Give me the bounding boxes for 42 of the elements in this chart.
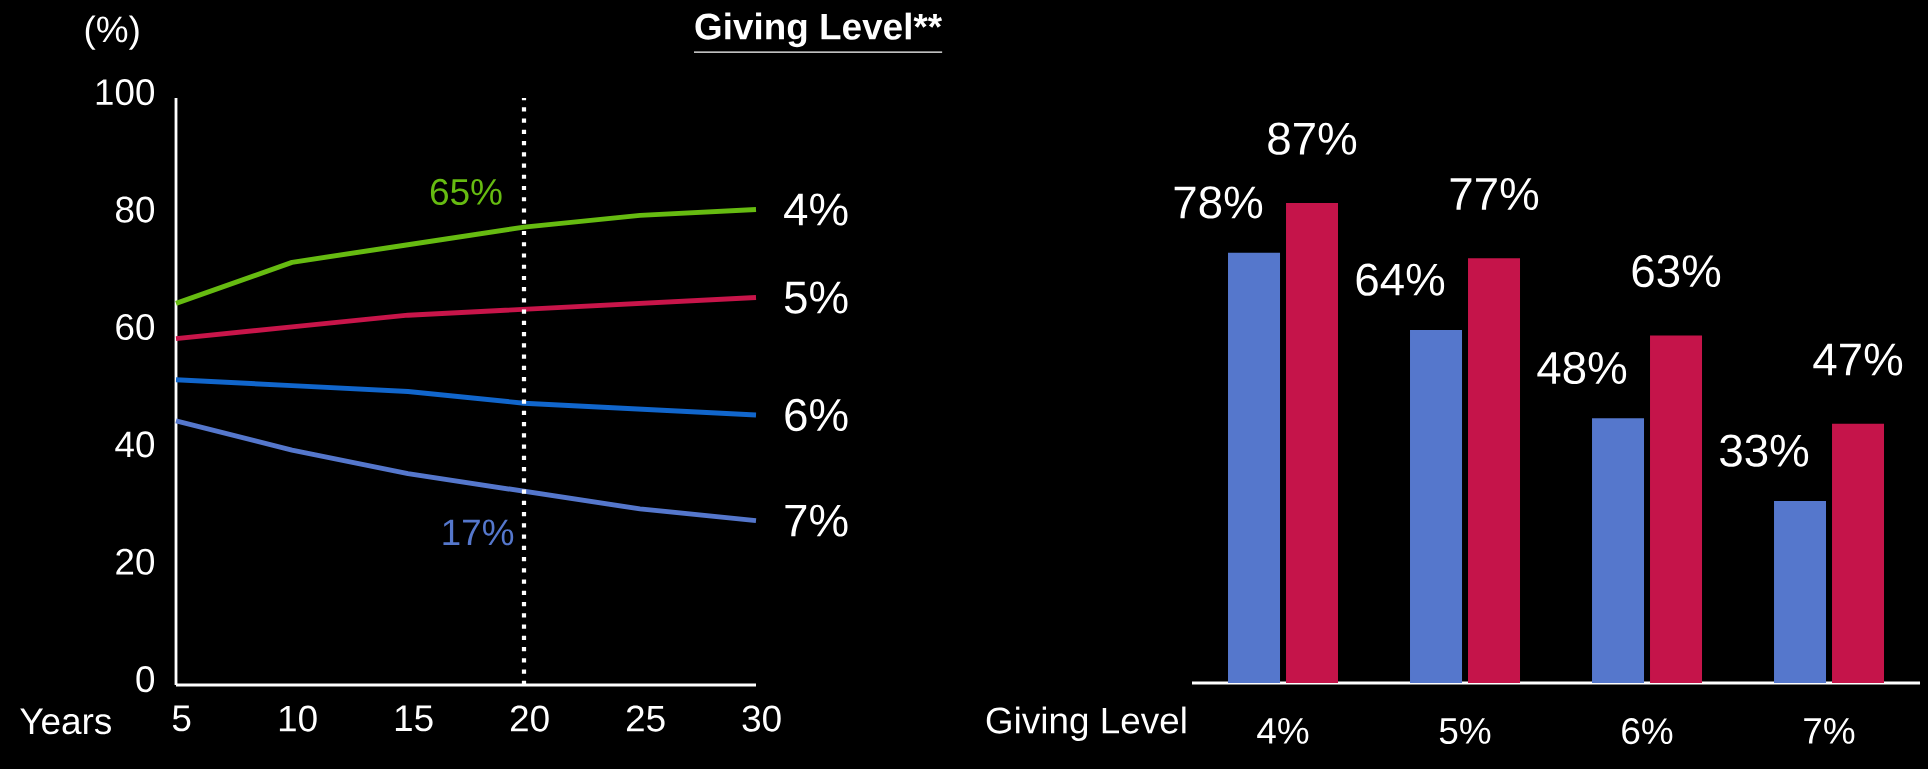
x-tick-label: 15: [395, 705, 433, 732]
x-tick-label: 25: [626, 705, 665, 732]
y-tick-label: 100: [96, 79, 155, 106]
x-axis-title: Giving Level: [986, 706, 1186, 741]
y-tick-label: 0: [136, 666, 155, 693]
data-label: 77%: [1450, 178, 1539, 211]
y-axis-title: (%): [85, 15, 139, 50]
bar: [1592, 418, 1645, 683]
bar: [1650, 335, 1703, 683]
x-tick-label: 30: [742, 705, 781, 732]
data-label: 48%: [1537, 351, 1627, 385]
y-tick-label: 40: [115, 431, 155, 458]
bar: [1774, 500, 1827, 683]
series-label: 6%: [785, 398, 848, 432]
bar: [1410, 329, 1463, 683]
bar: [1468, 258, 1521, 683]
x-tick-label: 6%: [1622, 718, 1673, 745]
data-label: 63%: [1632, 254, 1721, 288]
x-tick-label: 5: [172, 705, 191, 732]
bar: [1286, 203, 1339, 683]
annotation: 17%: [443, 519, 514, 546]
x-tick-label: 4%: [1257, 718, 1309, 744]
y-tick-label: 60: [116, 313, 155, 341]
data-label: 33%: [1720, 434, 1809, 467]
series-label: 7%: [785, 504, 848, 537]
series-label: 5%: [784, 281, 848, 314]
x-tick-label: 7%: [1804, 718, 1855, 744]
x-tick-label: 5%: [1439, 718, 1491, 745]
data-label: 64%: [1356, 263, 1445, 296]
x-tick-label: 10: [279, 705, 317, 732]
bar: [1832, 423, 1885, 683]
data-label: 47%: [1813, 343, 1903, 376]
x-axis-title: Years: [20, 708, 111, 735]
chart-title: Giving Level**: [695, 12, 943, 48]
data-label: 87%: [1268, 122, 1357, 155]
bar: [1228, 252, 1281, 683]
annotation: 65%: [430, 178, 502, 205]
series-label: 4%: [784, 193, 848, 226]
y-tick-label: 20: [116, 548, 155, 575]
y-tick-label: 80: [116, 196, 155, 223]
x-tick-label: 20: [510, 705, 549, 732]
data-label: 78%: [1174, 186, 1263, 219]
